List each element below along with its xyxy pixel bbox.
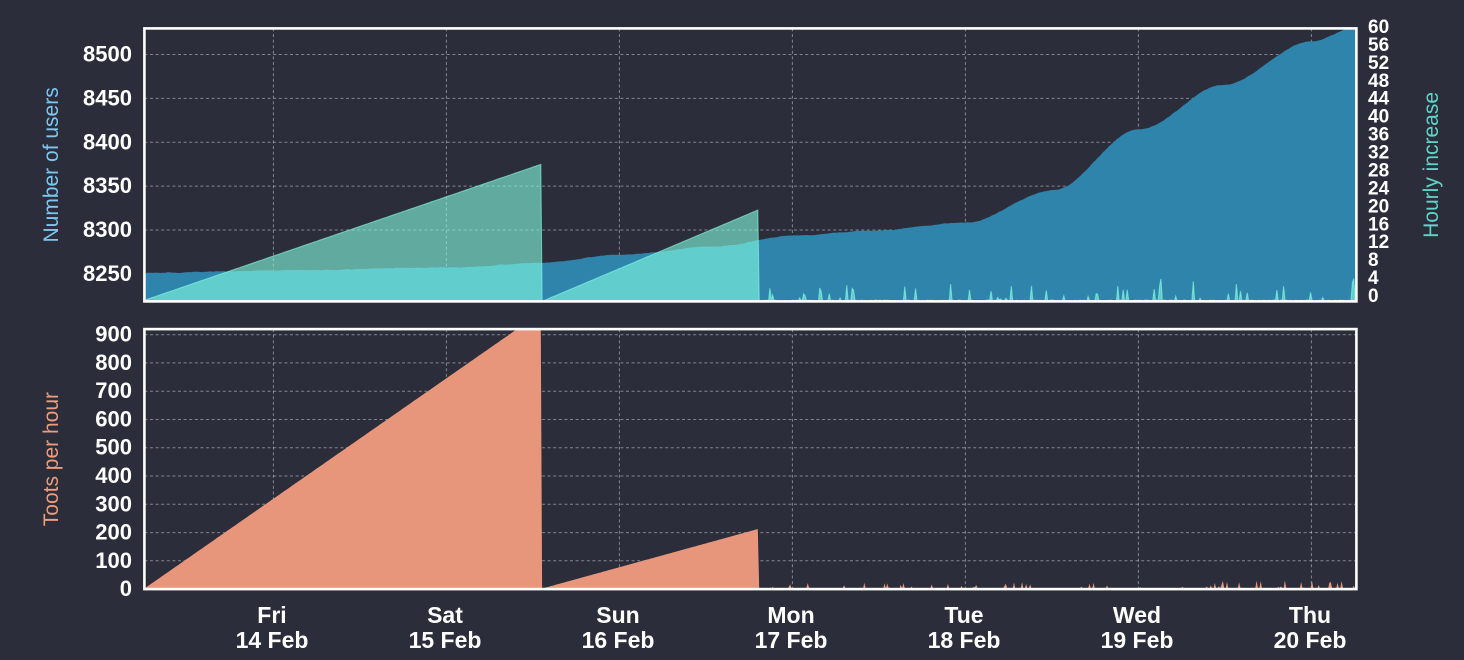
svg-text:300: 300 <box>95 491 132 516</box>
svg-text:14 Feb: 14 Feb <box>236 627 309 653</box>
svg-text:8400: 8400 <box>83 129 132 154</box>
svg-text:600: 600 <box>95 407 132 432</box>
svg-text:16 Feb: 16 Feb <box>582 627 655 653</box>
svg-text:Hourly increase: Hourly increase <box>1420 92 1443 238</box>
svg-text:500: 500 <box>95 435 132 460</box>
svg-text:Sun: Sun <box>596 602 639 628</box>
svg-text:0: 0 <box>1368 286 1379 307</box>
svg-text:Number of users: Number of users <box>40 87 63 242</box>
svg-text:8350: 8350 <box>83 173 132 198</box>
svg-text:8250: 8250 <box>83 261 132 286</box>
svg-text:18 Feb: 18 Feb <box>928 627 1001 653</box>
svg-text:Sat: Sat <box>427 602 463 628</box>
svg-text:Wed: Wed <box>1113 602 1161 628</box>
svg-text:20 Feb: 20 Feb <box>1274 627 1347 653</box>
svg-text:19 Feb: 19 Feb <box>1101 627 1174 653</box>
svg-text:400: 400 <box>95 463 132 488</box>
svg-text:Toots per hour: Toots per hour <box>40 392 63 526</box>
svg-text:8500: 8500 <box>83 42 132 67</box>
svg-text:100: 100 <box>95 548 132 573</box>
svg-text:Thu: Thu <box>1289 602 1331 628</box>
svg-text:Mon: Mon <box>767 602 814 628</box>
svg-text:Tue: Tue <box>944 602 983 628</box>
svg-text:700: 700 <box>95 378 132 403</box>
svg-text:200: 200 <box>95 520 132 545</box>
svg-text:Fri: Fri <box>257 602 286 628</box>
svg-text:8300: 8300 <box>83 217 132 242</box>
svg-text:8450: 8450 <box>83 85 132 110</box>
svg-text:800: 800 <box>95 350 132 375</box>
svg-text:0: 0 <box>120 576 132 601</box>
svg-text:17 Feb: 17 Feb <box>755 627 828 653</box>
svg-text:15 Feb: 15 Feb <box>409 627 482 653</box>
svg-text:900: 900 <box>95 322 132 347</box>
